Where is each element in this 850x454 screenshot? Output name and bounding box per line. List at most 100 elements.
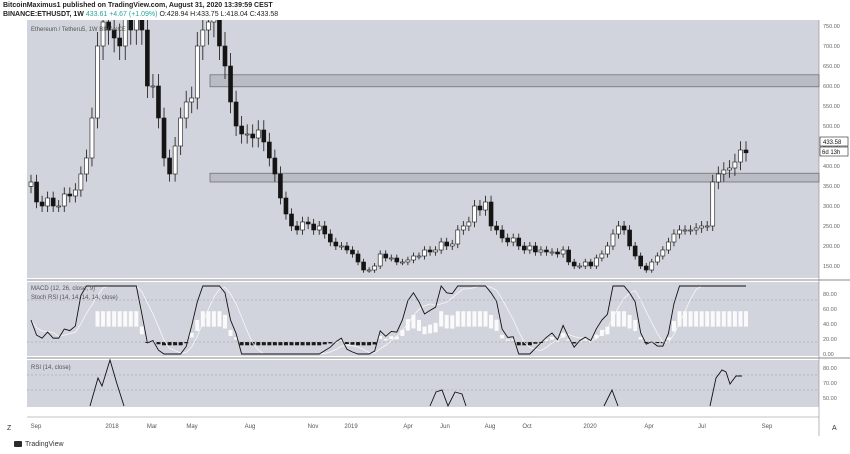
time-tick-label: Sep [762,424,773,430]
macd-tick-label: 80.00 [823,292,837,298]
candle-up [416,255,422,258]
histogram-bar [112,311,117,327]
histogram-bar [367,342,372,346]
candle-down [145,29,150,87]
candle-up [244,133,250,136]
candle-down [111,29,117,39]
candle-down [505,237,510,243]
time-tick-label: Jul [698,424,706,430]
time-tick-label: 2018 [105,424,119,430]
histogram-bar [167,342,172,346]
rsi-tick-label: 70.00 [823,381,837,387]
histogram-bar [605,326,610,335]
candle-down [228,65,233,103]
candle-down [106,21,111,31]
histogram-bar [123,311,128,327]
price-badge: 433.58 [823,140,842,146]
candle-up [466,221,472,227]
histogram-bar [422,326,427,335]
candle-up [56,205,62,208]
histogram-bar [494,319,499,331]
tradingview-logo-icon [14,441,22,448]
candle-up [510,237,516,243]
histogram-bar [566,339,571,341]
candle-up [183,101,189,119]
histogram-bar [383,338,388,341]
candle-down [272,157,278,175]
settings-button[interactable]: Z [7,425,12,432]
histogram-bar [306,342,311,346]
brand-name: TradingView [25,441,64,448]
candle-up [206,21,211,31]
auto-scale-button[interactable]: A [832,425,837,432]
histogram-bar [256,342,261,346]
candle-down [444,241,449,247]
time-tick-label: Aug [485,424,496,430]
main-pane[interactable] [27,20,819,278]
time-badge-bg [819,146,849,157]
histogram-bar [173,342,178,346]
histogram-bar [483,311,488,327]
candle-up [527,245,533,251]
histogram-bar [222,314,227,329]
candle-up [699,225,704,229]
histogram-bar [411,314,416,329]
signal-line [30,285,746,355]
histogram-bar [744,311,748,327]
candle-up [134,20,139,31]
histogram-bar [184,342,189,344]
candle-up [660,249,666,257]
macd-pane-label: MACD (12, 26, close, 9) [31,286,95,292]
histogram-bar [738,311,743,327]
histogram-bar [372,342,377,345]
histogram-bar [239,342,244,346]
histogram-bar [200,311,205,327]
oscillator-line [30,285,746,355]
rsi-pane[interactable] [27,360,819,407]
histogram-bar [561,332,566,338]
candle-down [328,233,333,243]
candle-up [194,45,200,99]
price-tick-label: 600.00 [823,84,840,90]
candle-down [571,261,577,267]
histogram-bar [633,319,638,331]
candle-down [311,223,316,231]
histogram-bar [394,336,399,340]
candle-up [549,251,555,254]
candle-down [34,181,39,203]
candle-down [638,255,643,267]
rsi-pane-label: RSI (14, close) [31,365,71,371]
candle-up [95,45,100,119]
histogram-bar [211,311,216,327]
candle-down [350,249,355,255]
candle-down [588,261,594,267]
candle-up [61,193,67,207]
candle-down [521,245,527,251]
candle-up [610,233,616,247]
candle-up [732,161,738,169]
candle-down [283,197,289,215]
candle-down [322,225,328,235]
candle-down [361,261,366,271]
tradingview-chart[interactable]: 750.00700.00650.00600.00550.00500.00450.… [0,20,850,436]
histogram-bar [134,311,139,327]
histogram-bar [439,311,444,327]
candle-down [289,213,294,227]
candle-down [632,245,638,257]
histogram-bar [466,311,471,327]
candle-down [294,225,300,231]
histogram-bar [278,342,283,346]
candle-down [267,141,272,159]
candle-down [333,241,339,247]
histogram-bar [378,335,383,339]
histogram-bar [616,311,621,327]
histogram-bar [162,342,167,346]
candle-up [577,265,583,268]
histogram-bar [550,337,555,340]
histogram-bar [527,342,532,346]
histogram-bar [128,311,133,327]
histogram-bar [428,324,433,334]
price-tick-label: 200.00 [823,244,840,250]
candle-up [422,249,427,257]
candle-up [255,129,261,139]
